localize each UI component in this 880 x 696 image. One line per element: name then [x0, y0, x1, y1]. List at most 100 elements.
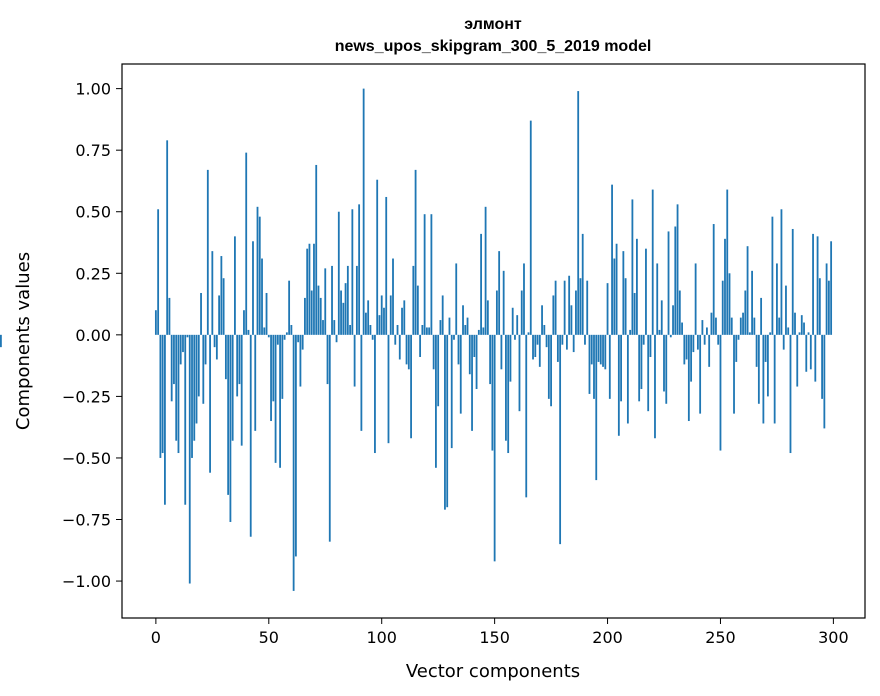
bar	[626, 334, 629, 424]
bar	[821, 334, 823, 399]
bar	[231, 334, 234, 441]
bar	[283, 334, 286, 340]
bar	[647, 334, 650, 412]
bar	[371, 334, 374, 340]
bar	[439, 320, 442, 335]
bar	[814, 334, 817, 382]
bar	[369, 325, 372, 335]
bar	[746, 246, 749, 335]
bar	[739, 317, 742, 335]
bar	[529, 120, 532, 335]
bar	[764, 334, 767, 362]
bar	[543, 325, 546, 335]
bar	[0, 334, 2, 348]
bar	[407, 334, 410, 370]
bar	[466, 317, 469, 335]
bar	[220, 256, 223, 335]
bar	[498, 251, 501, 335]
bar	[511, 307, 514, 335]
y-axis-label: Components values	[13, 252, 34, 430]
bar	[202, 334, 205, 404]
bar	[299, 334, 302, 387]
bar	[480, 233, 482, 335]
bar	[313, 243, 315, 335]
bar	[735, 334, 738, 362]
x-tick-label: 300	[818, 628, 849, 647]
bar	[168, 297, 171, 335]
bar	[789, 334, 792, 454]
bar	[213, 334, 216, 348]
bar	[778, 317, 781, 335]
bar	[753, 317, 756, 335]
bar	[274, 334, 277, 463]
bar	[507, 334, 510, 454]
bar	[694, 263, 697, 335]
bar	[780, 209, 783, 335]
bar	[258, 216, 261, 335]
bar	[678, 290, 681, 335]
bar	[437, 334, 440, 407]
bar	[261, 258, 263, 335]
bar	[166, 140, 169, 335]
bar	[378, 315, 381, 335]
bar	[687, 334, 690, 422]
bar	[365, 312, 367, 335]
bar	[236, 334, 239, 397]
bar	[319, 297, 322, 335]
bar	[766, 334, 769, 397]
bar	[649, 334, 652, 357]
bar	[270, 334, 272, 422]
bar	[374, 334, 376, 454]
bar	[170, 334, 173, 402]
bar	[263, 327, 266, 335]
bar	[489, 334, 492, 385]
bar	[715, 317, 717, 335]
bar	[493, 334, 496, 562]
bar	[448, 317, 451, 335]
bar	[633, 292, 636, 335]
bar	[360, 334, 363, 431]
bar	[830, 241, 833, 335]
bar	[200, 292, 202, 335]
bar	[604, 334, 607, 370]
x-axis: 0 50 100 150 200 250 300	[151, 618, 849, 647]
bar	[197, 334, 200, 397]
bar	[791, 228, 794, 335]
bar	[629, 329, 632, 335]
bar	[430, 214, 433, 335]
bar	[161, 334, 164, 454]
bar	[376, 179, 379, 335]
bar	[238, 334, 241, 385]
bar	[654, 334, 656, 439]
y-axis: 1.00 0.75 0.50 0.25 0.00 −0.25 −0.50 −0.75 −1.00	[62, 80, 122, 591]
bar	[565, 334, 568, 350]
bar	[769, 332, 772, 335]
bar	[272, 334, 275, 402]
bar	[279, 334, 281, 468]
bar	[209, 334, 211, 473]
bar	[462, 305, 464, 335]
bar	[570, 305, 573, 335]
bar	[660, 300, 663, 335]
y-tick-label: 0.75	[75, 141, 111, 160]
bar	[186, 334, 189, 338]
bar	[173, 334, 175, 385]
bar	[552, 295, 555, 335]
bar	[204, 334, 207, 365]
y-tick-label: −0.75	[62, 511, 111, 530]
bar	[423, 214, 426, 335]
bar	[577, 91, 580, 335]
bar	[211, 251, 214, 335]
bars-group	[0, 88, 833, 591]
bar	[665, 334, 668, 404]
bar	[193, 334, 196, 441]
bar	[516, 315, 519, 335]
bar	[669, 334, 672, 338]
bar	[593, 334, 595, 399]
bar	[410, 334, 412, 439]
bar	[514, 334, 516, 340]
bar	[337, 211, 340, 335]
bar	[751, 270, 753, 335]
bar	[762, 334, 765, 424]
bar	[800, 315, 803, 335]
